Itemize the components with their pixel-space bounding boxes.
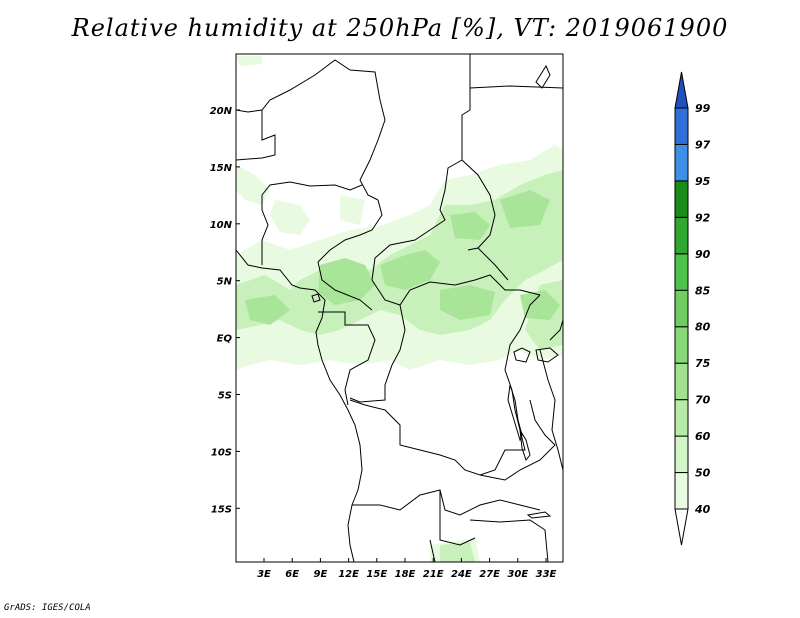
colorbar-label: 90	[695, 248, 711, 261]
colorbar-segment	[674, 399, 689, 437]
lon-label: 12E	[338, 569, 359, 580]
lon-label: 33E	[536, 569, 557, 580]
colorbar-label: 85	[695, 284, 711, 297]
humidity-shading	[236, 56, 563, 562]
lat-label: 15S	[211, 504, 232, 515]
lat-label: 15N	[210, 163, 233, 174]
footer-credit: GrADS: IGES/COLA	[4, 603, 91, 613]
lat-label: EQ	[217, 334, 233, 345]
latitude-axis: 20N 15N 10N 5N EQ 5S 10S 15S	[210, 106, 240, 515]
colorbar-segment	[674, 143, 689, 182]
colorbar-high-arrow	[674, 71, 689, 109]
lon-label: 27E	[479, 569, 500, 580]
lat-label: 5S	[218, 391, 232, 402]
map-frame	[235, 53, 564, 563]
colorbar-segment	[674, 107, 689, 145]
lat-label: 20N	[210, 106, 233, 117]
colorbar-label: 99	[695, 102, 711, 115]
lon-label: 18E	[395, 569, 416, 580]
lon-label: 30E	[507, 569, 528, 580]
colorbar-label: 97	[695, 138, 711, 151]
country-borders	[236, 54, 563, 562]
lon-label: 9E	[314, 569, 328, 580]
colorbar-label: 60	[695, 430, 711, 443]
chart-title: Relative humidity at 250hPa [%], VT: 201…	[71, 14, 729, 42]
colorbar: 40 50 60 70 75 80 85 90 92 95 97 99	[674, 71, 711, 546]
lakes	[311, 64, 559, 519]
lon-label: 3E	[257, 569, 271, 580]
lat-label: 10S	[211, 447, 232, 458]
longitude-axis: 3E 6E 9E 12E 15E 18E 21E 24E 27E 30E 33E	[257, 558, 557, 580]
colorbar-segment	[674, 326, 689, 364]
lon-label: 24E	[451, 569, 472, 580]
lat-label: 10N	[210, 220, 233, 231]
lon-label: 6E	[285, 569, 299, 580]
colorbar-segment	[674, 216, 689, 255]
colorbar-segment	[674, 435, 689, 474]
colorbar-segment	[674, 362, 689, 401]
colorbar-label: 80	[695, 321, 711, 334]
colorbar-segment	[674, 180, 689, 218]
colorbar-segment	[674, 472, 689, 510]
colorbar-label: 92	[695, 211, 711, 224]
lat-label: 5N	[217, 277, 233, 288]
colorbar-segment	[674, 289, 689, 328]
colorbar-label: 95	[695, 175, 711, 188]
colorbar-segment	[674, 253, 689, 291]
colorbar-label: 70	[695, 394, 711, 407]
colorbar-label: 40	[694, 503, 711, 516]
colorbar-low-arrow	[674, 508, 689, 546]
colorbar-label: 75	[695, 357, 711, 370]
colorbar-label: 50	[695, 467, 711, 480]
lon-label: 21E	[423, 569, 444, 580]
lon-label: 15E	[366, 569, 387, 580]
